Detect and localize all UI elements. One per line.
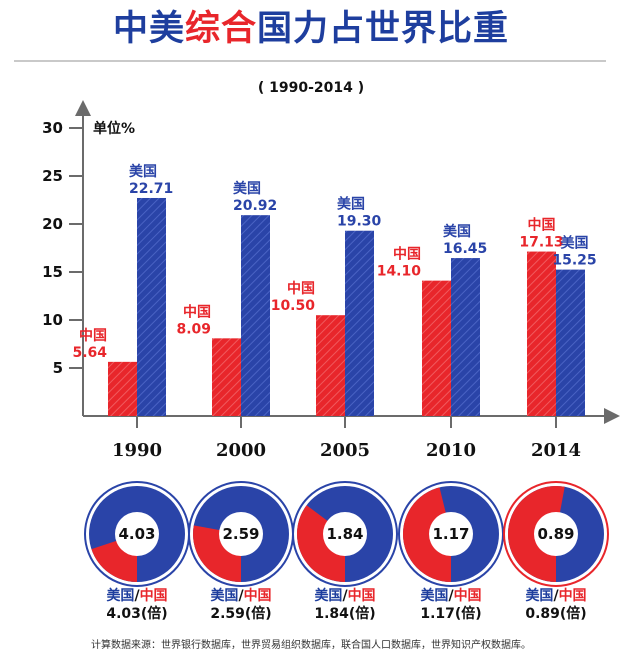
ratio-legend-value: 4.03(倍) — [106, 606, 168, 622]
value-label-usa: 16.45 — [443, 241, 487, 257]
series-label-china: 中国 — [393, 246, 421, 263]
donut-china-share — [403, 487, 451, 582]
chart-bars — [108, 197, 585, 416]
series-label-china: 中国 — [183, 303, 211, 320]
bar-china — [527, 251, 556, 416]
ratio-legend-value: 1.84(倍) — [314, 606, 376, 622]
y-tick-label: 10 — [42, 311, 63, 329]
y-tick-label: 15 — [42, 263, 63, 281]
ratio-center-label: 1.17 — [432, 525, 469, 543]
bar-usa — [451, 258, 480, 416]
ratio-legend: 美国/中国 4.03(倍) — [82, 587, 192, 623]
y-tick-label: 25 — [42, 167, 63, 185]
value-label-usa: 22.71 — [129, 181, 173, 197]
title-divider — [14, 60, 606, 62]
bar-china — [108, 361, 137, 416]
y-axis-unit-label: 单位% — [93, 120, 135, 137]
x-tick-label: 2014 — [531, 440, 581, 461]
value-label-china: 8.09 — [176, 321, 211, 337]
bar-usa — [556, 269, 585, 416]
donut-hole — [323, 512, 367, 556]
page-title: 中美综合国力占世界比重 — [0, 6, 622, 52]
series-label-usa: 美国 — [443, 223, 471, 240]
y-tick-label: 5 — [53, 359, 63, 377]
value-label-china: 5.64 — [72, 345, 107, 361]
series-label-usa: 美国 — [337, 196, 365, 213]
ratio-center-label: 1.84 — [326, 525, 363, 543]
value-label-usa: 15.25 — [552, 253, 596, 269]
ratio-legend-china: 中国 — [243, 588, 272, 604]
y-tick-label: 20 — [42, 215, 63, 233]
source-note: 计算数据来源：世界银行数据库，世界贸易组织数据库，联合国人口数据库，世界知识产权… — [91, 640, 531, 651]
ratio-legend-value: 0.89(倍) — [525, 606, 587, 622]
series-label-usa: 美国 — [561, 235, 589, 252]
ratio-legend: 美国/中国 0.89(倍) — [501, 587, 611, 623]
ratio-legend-separator: / — [553, 588, 559, 604]
donut-hole — [115, 512, 159, 556]
ratio-legend-value: 1.17(倍) — [420, 606, 482, 622]
ratio-legend: 美国/中国 1.17(倍) — [396, 587, 506, 623]
ratio-legend: 美国/中国 1.84(倍) — [290, 587, 400, 623]
bar-usa — [345, 230, 374, 416]
ratio-legend-usa: 美国 — [106, 588, 135, 604]
donut-hole — [534, 512, 578, 556]
ratio-legend-china: 中国 — [558, 588, 587, 604]
title-part-4: 占世界比重 — [329, 9, 510, 49]
donut-hole — [429, 512, 473, 556]
ratio-donuts: 4.03 2.59 1.84 1.17 0.89 — [84, 481, 609, 587]
title-part-1: 中美 — [112, 9, 185, 49]
ratio-legend-china: 中国 — [347, 588, 376, 604]
ratio-legend-china: 中国 — [453, 588, 482, 604]
ratio-legend-usa: 美国 — [420, 588, 449, 604]
ratio-legend-usa: 美国 — [525, 588, 554, 604]
ratio-center-label: 4.03 — [118, 525, 155, 543]
ratio-legend-separator: / — [448, 588, 454, 604]
title-part-2: 综合 — [184, 9, 257, 49]
value-label-china: 10.50 — [271, 298, 316, 314]
x-tick-label: 2000 — [216, 440, 266, 461]
bar-usa — [137, 197, 166, 416]
bar-china — [212, 338, 241, 416]
ratio-center-label: 0.89 — [537, 525, 574, 543]
bar-usa — [241, 215, 270, 416]
value-label-china: 14.10 — [377, 264, 422, 280]
chart-subtitle: ( 1990-2014 ) — [257, 80, 365, 96]
ratio-legend-usa: 美国 — [314, 588, 343, 604]
ratio-center-label: 2.59 — [222, 525, 259, 543]
y-tick-label: 30 — [42, 119, 63, 137]
donut-china-share — [297, 505, 345, 582]
bar-china — [316, 315, 345, 416]
x-tick-label: 2005 — [320, 440, 370, 461]
ratio-legend-value: 2.59(倍) — [210, 606, 272, 622]
series-label-usa: 美国 — [129, 163, 157, 180]
donut-hole — [219, 512, 263, 556]
ratio-legend-separator: / — [134, 588, 140, 604]
series-label-china: 中国 — [79, 327, 107, 344]
value-label-usa: 20.92 — [233, 198, 277, 214]
title-part-3: 国力 — [257, 9, 330, 49]
bar-china — [422, 280, 451, 416]
ratio-legend-separator: / — [238, 588, 244, 604]
x-tick-label: 1990 — [112, 440, 162, 461]
value-label-china: 17.13 — [519, 235, 563, 251]
ratio-legend-china: 中国 — [139, 588, 168, 604]
ratio-legend: 美国/中国 2.59(倍) — [186, 587, 296, 623]
series-label-usa: 美国 — [233, 180, 261, 197]
series-label-china: 中国 — [528, 217, 556, 234]
value-label-usa: 19.30 — [337, 214, 382, 230]
series-label-china: 中国 — [287, 280, 315, 297]
x-tick-label: 2010 — [426, 440, 476, 461]
ratio-legend-usa: 美国 — [210, 588, 239, 604]
ratio-legend-separator: / — [342, 588, 348, 604]
